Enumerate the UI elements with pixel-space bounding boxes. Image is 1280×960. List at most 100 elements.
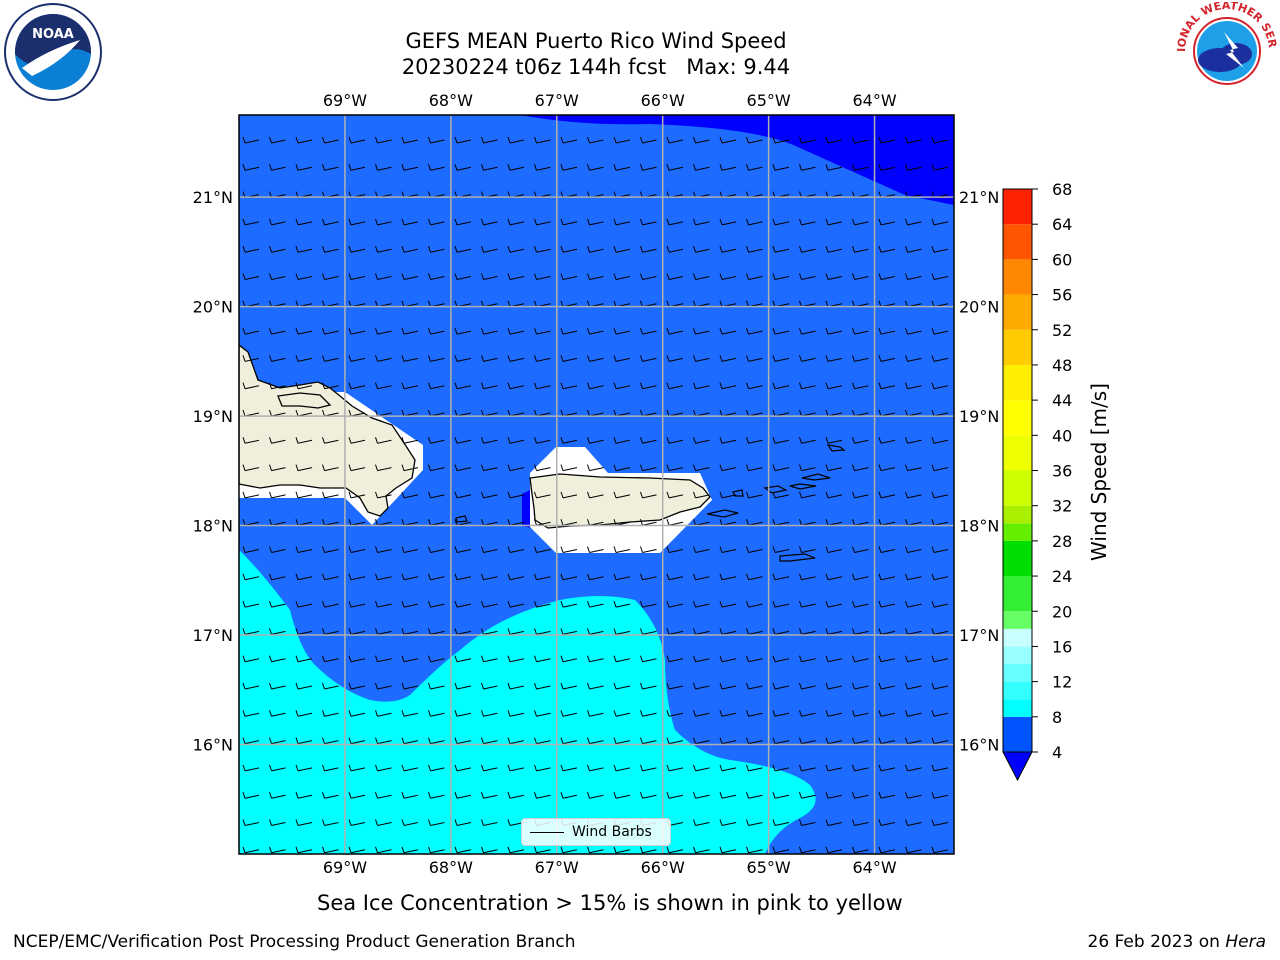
wind-barb bbox=[905, 764, 922, 772]
wind-barb bbox=[719, 327, 737, 335]
lon-tick-label-top: 69°W bbox=[323, 91, 367, 110]
colorbar-segment bbox=[1003, 505, 1032, 524]
wind-barb bbox=[322, 491, 339, 499]
wind-barb bbox=[428, 792, 445, 799]
wind-barb bbox=[852, 737, 869, 745]
wind-barb bbox=[507, 764, 525, 772]
wind-barb bbox=[348, 218, 366, 226]
wind-barb bbox=[534, 628, 551, 635]
wind-barb bbox=[719, 846, 737, 854]
wind-barb bbox=[825, 764, 843, 772]
wind-barb bbox=[587, 246, 604, 253]
wind-barb bbox=[322, 628, 339, 635]
wind-barb bbox=[878, 600, 896, 608]
wind-barb bbox=[348, 573, 366, 581]
wind-barb bbox=[666, 491, 684, 499]
wind-barb bbox=[666, 737, 684, 745]
wind-barb bbox=[481, 218, 498, 226]
wind-barb bbox=[242, 437, 260, 444]
wind-barb bbox=[931, 600, 949, 608]
island-st-croix bbox=[779, 553, 816, 562]
wind-barb bbox=[242, 464, 260, 472]
wind-barb bbox=[375, 682, 392, 690]
wind-barb bbox=[931, 327, 949, 335]
wind-barb bbox=[322, 655, 339, 663]
wind-barb bbox=[401, 846, 419, 854]
wind-barb bbox=[746, 218, 763, 226]
colorbar-segment bbox=[1003, 664, 1032, 682]
wind-barb bbox=[719, 382, 737, 390]
wind-barb bbox=[613, 437, 631, 444]
wind-barb bbox=[587, 764, 604, 772]
wind-barb bbox=[242, 819, 260, 826]
wind-barb bbox=[746, 573, 763, 581]
wind-field-high bbox=[239, 550, 816, 854]
wind-barb bbox=[772, 136, 790, 144]
wind-barb bbox=[905, 382, 922, 390]
wind-barb bbox=[852, 573, 869, 581]
wind-barb bbox=[799, 519, 816, 526]
wind-barb bbox=[799, 355, 816, 362]
wind-barb bbox=[640, 218, 657, 226]
wind-barb bbox=[242, 573, 260, 581]
wind-barb bbox=[242, 136, 260, 144]
colorbar-segment bbox=[1003, 540, 1032, 577]
wind-barb bbox=[348, 382, 366, 390]
wind-barb bbox=[587, 218, 604, 226]
wind-barb bbox=[613, 273, 631, 280]
wind-barb bbox=[534, 246, 551, 253]
wind-barb bbox=[481, 437, 498, 444]
lat-tick-label-left: 21°N bbox=[193, 188, 233, 207]
wind-barb bbox=[613, 464, 631, 472]
wind-barb bbox=[375, 218, 392, 226]
wind-barb bbox=[640, 382, 657, 390]
gridlines bbox=[239, 115, 954, 854]
wind-barb bbox=[905, 682, 922, 690]
wind-barb bbox=[322, 136, 339, 144]
wind-barb bbox=[693, 710, 710, 717]
wind-barb bbox=[454, 600, 472, 608]
wind-barb bbox=[454, 491, 472, 499]
wind-barb bbox=[454, 819, 472, 826]
wind-barb bbox=[375, 600, 392, 608]
wind-barb bbox=[454, 273, 472, 280]
lat-tick-label-right: 16°N bbox=[959, 736, 999, 755]
wind-barb bbox=[878, 218, 896, 226]
wind-barb bbox=[905, 327, 922, 335]
wind-barb bbox=[534, 273, 551, 280]
wind-barb bbox=[852, 519, 869, 526]
colorbar-segment bbox=[1003, 294, 1032, 330]
wind-barb bbox=[613, 600, 631, 608]
wind-barb bbox=[481, 164, 498, 171]
wind-barb bbox=[507, 573, 525, 581]
wind-barb bbox=[931, 355, 949, 362]
wind-barb bbox=[772, 655, 790, 663]
wind-barb bbox=[640, 491, 657, 499]
wind-barb bbox=[825, 136, 843, 144]
wind-barb bbox=[454, 246, 472, 253]
lat-tick-label-left: 17°N bbox=[193, 626, 233, 645]
wind-barb bbox=[587, 491, 604, 499]
wind-barb bbox=[322, 546, 339, 553]
wind-barb bbox=[269, 792, 286, 799]
wind-barb bbox=[905, 710, 922, 717]
wind-barb bbox=[375, 519, 392, 526]
wind-barb bbox=[640, 164, 657, 171]
colorbar-tick-label: 24 bbox=[1052, 567, 1072, 586]
wind-barb bbox=[852, 491, 869, 499]
wind-barb bbox=[269, 764, 286, 772]
wind-barb bbox=[454, 628, 472, 635]
wind-barb bbox=[375, 710, 392, 717]
wind-barb bbox=[348, 327, 366, 335]
wind-barb bbox=[746, 846, 763, 854]
wind-barb bbox=[295, 710, 313, 717]
wind-barb bbox=[269, 218, 286, 226]
wind-barb bbox=[931, 519, 949, 526]
colorbar: 68 64 60 56 52 48 44 40 36 32 28 24 20 16 12 8 4 bbox=[1002, 180, 1072, 782]
wind-barb bbox=[719, 628, 737, 635]
lat-labels: 21°N 21°N 20°N 20°N 19°N 19°N 18°N 18°N 17°N 17°N… bbox=[193, 188, 1000, 754]
wind-barb bbox=[799, 792, 816, 799]
wind-barb bbox=[640, 628, 657, 635]
wind-barb bbox=[401, 764, 419, 772]
wind-barb bbox=[560, 164, 578, 171]
